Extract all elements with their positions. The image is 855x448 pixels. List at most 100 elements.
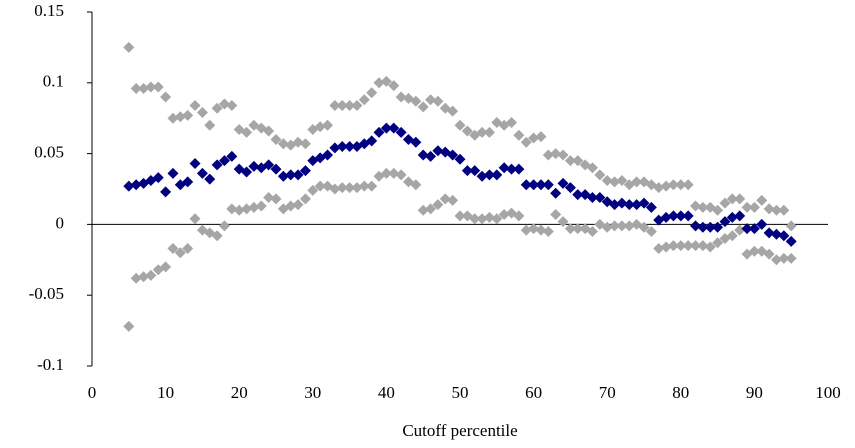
point — [380, 122, 392, 134]
point — [550, 187, 562, 199]
point — [196, 167, 208, 179]
point — [660, 180, 672, 192]
point — [660, 241, 672, 253]
point — [557, 177, 569, 189]
point — [476, 126, 488, 138]
y-tick-label: 0.15 — [34, 1, 64, 20]
x-tick-label: 20 — [231, 383, 248, 402]
point — [248, 119, 260, 131]
point — [550, 148, 562, 160]
point — [550, 208, 562, 220]
point — [160, 261, 172, 273]
point — [218, 155, 230, 167]
point — [461, 125, 473, 137]
point — [211, 102, 223, 114]
point — [667, 240, 679, 252]
point — [572, 189, 584, 201]
x-tick-label: 30 — [304, 383, 321, 402]
point — [218, 220, 230, 232]
point — [476, 170, 488, 182]
point — [528, 223, 540, 235]
point — [263, 159, 275, 171]
point — [483, 126, 495, 138]
point — [130, 179, 142, 191]
point — [616, 220, 628, 232]
point — [601, 175, 613, 187]
point — [785, 235, 797, 247]
point — [704, 221, 716, 233]
point — [623, 220, 635, 232]
point — [734, 193, 746, 205]
point — [454, 153, 466, 165]
point — [373, 126, 385, 138]
point — [454, 119, 466, 131]
point — [152, 172, 164, 184]
y-tick-label: 0.1 — [43, 72, 64, 91]
point — [351, 182, 363, 194]
point — [373, 77, 385, 89]
point — [675, 179, 687, 191]
point — [138, 82, 150, 94]
point — [270, 163, 282, 175]
point — [616, 175, 628, 187]
point — [329, 183, 341, 195]
point — [248, 201, 260, 213]
point — [594, 191, 606, 203]
point — [189, 158, 201, 170]
point — [785, 252, 797, 264]
point — [660, 211, 672, 223]
point — [322, 149, 334, 161]
point — [741, 201, 753, 213]
point — [130, 82, 142, 94]
point — [520, 179, 532, 191]
point — [748, 245, 760, 257]
point — [314, 121, 326, 133]
point — [763, 227, 775, 239]
point — [417, 149, 429, 161]
point — [410, 95, 422, 107]
point — [645, 201, 657, 213]
point — [778, 204, 790, 216]
point — [564, 182, 576, 194]
point — [314, 180, 326, 192]
point — [770, 204, 782, 216]
point — [609, 199, 621, 211]
point — [601, 221, 613, 233]
point — [358, 180, 370, 192]
point — [564, 223, 576, 235]
point — [719, 197, 731, 209]
point — [506, 116, 518, 128]
y-tick-label: 0 — [56, 213, 65, 232]
point — [535, 131, 547, 143]
point — [513, 210, 525, 222]
point — [344, 182, 356, 194]
point — [542, 225, 554, 237]
point — [535, 179, 547, 191]
point — [653, 242, 665, 254]
point — [241, 126, 253, 138]
point — [285, 200, 297, 212]
point — [469, 213, 481, 225]
point — [380, 75, 392, 87]
point — [299, 138, 311, 150]
x-tick-label: 100 — [815, 383, 841, 402]
point — [682, 240, 694, 252]
point — [366, 87, 378, 99]
point — [226, 150, 238, 162]
point — [756, 218, 768, 230]
point — [513, 129, 525, 141]
point — [498, 162, 510, 174]
point — [196, 107, 208, 119]
point — [174, 247, 186, 259]
point — [439, 193, 451, 205]
point — [572, 223, 584, 235]
point — [506, 163, 518, 175]
point — [454, 210, 466, 222]
point — [498, 208, 510, 220]
point — [763, 203, 775, 215]
point — [770, 228, 782, 240]
point — [528, 132, 540, 144]
x-tick-label: 60 — [525, 383, 542, 402]
point — [299, 193, 311, 205]
